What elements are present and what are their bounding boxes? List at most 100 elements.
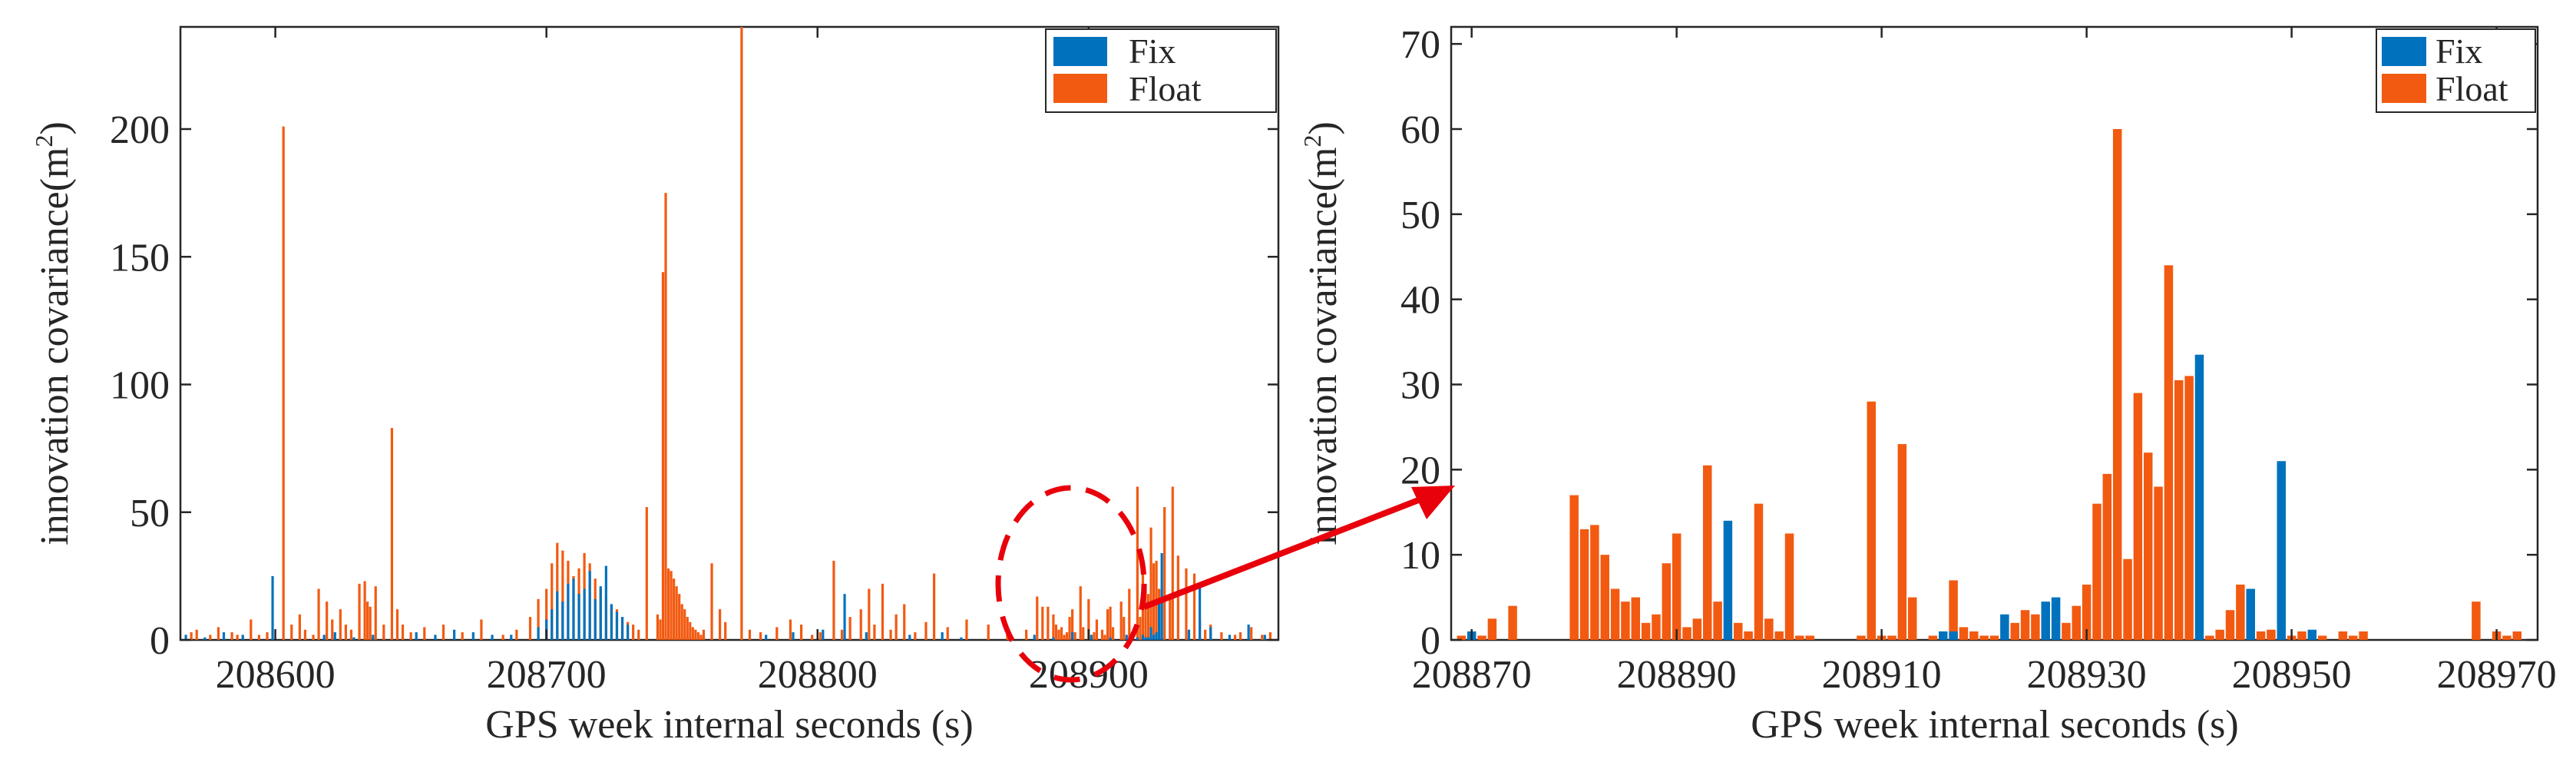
left-bar-float bbox=[740, 27, 743, 640]
left-bar-fix bbox=[626, 625, 630, 640]
right-bar-float bbox=[1508, 605, 1517, 640]
left-bar-float bbox=[1163, 507, 1166, 640]
left-bar-float bbox=[924, 621, 928, 640]
right-bar-float bbox=[2143, 452, 2153, 640]
left-bar-float bbox=[702, 629, 706, 640]
left-bar-fix bbox=[792, 632, 795, 640]
right-bar-float bbox=[2512, 631, 2522, 640]
right-bar-float bbox=[2215, 629, 2224, 640]
right-bar-float bbox=[2256, 631, 2266, 640]
zoom-arrow bbox=[1143, 496, 1422, 610]
right-x-tick-label: 208970 bbox=[2437, 653, 2557, 697]
left-y-tick-label: 0 bbox=[150, 619, 170, 663]
left-chart: 208600 208700 208800 208900 0 50 100 150 200 GPS… bbox=[30, 25, 1280, 747]
left-bar-fix bbox=[1136, 637, 1139, 640]
left-bar-float bbox=[1095, 619, 1099, 640]
right-y-tick-label: 60 bbox=[1400, 108, 1440, 152]
right-bar-float bbox=[1805, 635, 1814, 640]
left-bar-float bbox=[645, 507, 648, 640]
left-bar-fix bbox=[1144, 637, 1147, 640]
right-legend-float-label: Float bbox=[2435, 69, 2508, 108]
right-y-axis-label-close: ) bbox=[1301, 121, 1345, 134]
left-bar-float bbox=[209, 635, 212, 640]
left-y-axis-label: innovation covariance(m2) bbox=[30, 121, 77, 545]
left-bar-float bbox=[903, 604, 906, 640]
left-bar-float bbox=[1093, 632, 1096, 640]
left-bar-float bbox=[236, 635, 239, 640]
left-bar-fix bbox=[1263, 635, 1266, 640]
left-bar-float bbox=[1079, 586, 1082, 640]
right-legend: Fix Float bbox=[2376, 28, 2536, 113]
left-bar-float bbox=[965, 619, 968, 640]
left-bar-float bbox=[694, 629, 697, 640]
left-bar-float bbox=[1063, 635, 1066, 640]
right-bar-float bbox=[1692, 618, 1702, 640]
zoom-arrow-head bbox=[1411, 486, 1455, 519]
left-bar-float bbox=[480, 619, 483, 640]
left-bar-float bbox=[1185, 568, 1188, 640]
left-bar-float bbox=[848, 617, 852, 640]
right-bar-float bbox=[1887, 635, 1896, 640]
left-bar-fix bbox=[865, 632, 868, 640]
left-bar-float bbox=[461, 632, 464, 640]
left-bar-float bbox=[1073, 632, 1076, 640]
left-bar-float bbox=[710, 563, 713, 640]
left-bar-float bbox=[528, 617, 532, 640]
right-x-tick-label: 208930 bbox=[2027, 653, 2147, 697]
right-legend-float-swatch bbox=[2382, 74, 2426, 103]
left-x-tick-label: 208700 bbox=[487, 653, 607, 697]
right-bar-float bbox=[1682, 627, 1691, 641]
left-bar-fix bbox=[551, 609, 554, 640]
right-bar-float bbox=[2267, 629, 2276, 640]
right-bar-float bbox=[1744, 631, 1753, 640]
left-bar-float bbox=[1136, 486, 1139, 640]
left-bar-float bbox=[689, 621, 692, 640]
left-bar-fix bbox=[1109, 637, 1112, 640]
left-bar-float bbox=[303, 629, 307, 640]
left-bar-float bbox=[331, 619, 334, 640]
left-bar-fix bbox=[1228, 635, 1232, 640]
right-bar-fix bbox=[2277, 461, 2287, 640]
left-bar-float bbox=[1041, 606, 1044, 640]
left-bar-float bbox=[1128, 588, 1131, 640]
right-bar-fix bbox=[1939, 631, 1948, 640]
left-bar-float bbox=[1100, 629, 1104, 640]
right-x-tick-label: 208890 bbox=[1617, 653, 1737, 697]
left-bar-fix bbox=[471, 632, 475, 640]
left-x-axis-label: GPS week internal seconds (s) bbox=[485, 703, 973, 747]
left-bar-float bbox=[675, 586, 678, 640]
left-bar-float bbox=[789, 619, 792, 640]
left-bar-fix bbox=[1149, 627, 1152, 641]
left-bar-float bbox=[1233, 635, 1237, 640]
right-bar-float bbox=[1672, 533, 1682, 640]
left-bar-fix bbox=[1052, 637, 1055, 640]
right-bar-float bbox=[1713, 602, 1722, 641]
right-bar-float bbox=[2010, 622, 2019, 640]
left-bar-fix bbox=[556, 591, 559, 640]
left-bar-fix bbox=[203, 637, 207, 640]
right-bar-float bbox=[1579, 529, 1589, 640]
left-bar-float bbox=[1057, 629, 1060, 640]
left-bar-fix bbox=[583, 588, 586, 640]
left-bar-float bbox=[250, 619, 253, 640]
left-bars bbox=[184, 27, 1272, 641]
left-bar-fix bbox=[372, 635, 375, 640]
right-bar-float bbox=[1764, 618, 1774, 640]
right-bar-float bbox=[2205, 635, 2214, 640]
left-bar-float bbox=[556, 542, 559, 640]
left-bar-float bbox=[1109, 606, 1112, 640]
left-bar-float bbox=[1171, 486, 1174, 640]
left-bar-float bbox=[683, 609, 686, 640]
right-bar-float bbox=[1610, 588, 1620, 640]
left-bar-float bbox=[840, 629, 844, 640]
right-bar-float bbox=[1662, 563, 1672, 640]
right-bar-fix bbox=[2041, 602, 2050, 641]
left-bar-float bbox=[1103, 635, 1106, 640]
left-bar-fix bbox=[1209, 627, 1212, 641]
left-bar-fix bbox=[1033, 635, 1036, 640]
left-bar-fix bbox=[1247, 625, 1250, 640]
left-bar-float bbox=[441, 625, 445, 640]
right-x-tick-label: 208910 bbox=[1822, 653, 1942, 697]
right-bar-float bbox=[1857, 635, 1866, 640]
left-bar-float bbox=[666, 568, 670, 640]
